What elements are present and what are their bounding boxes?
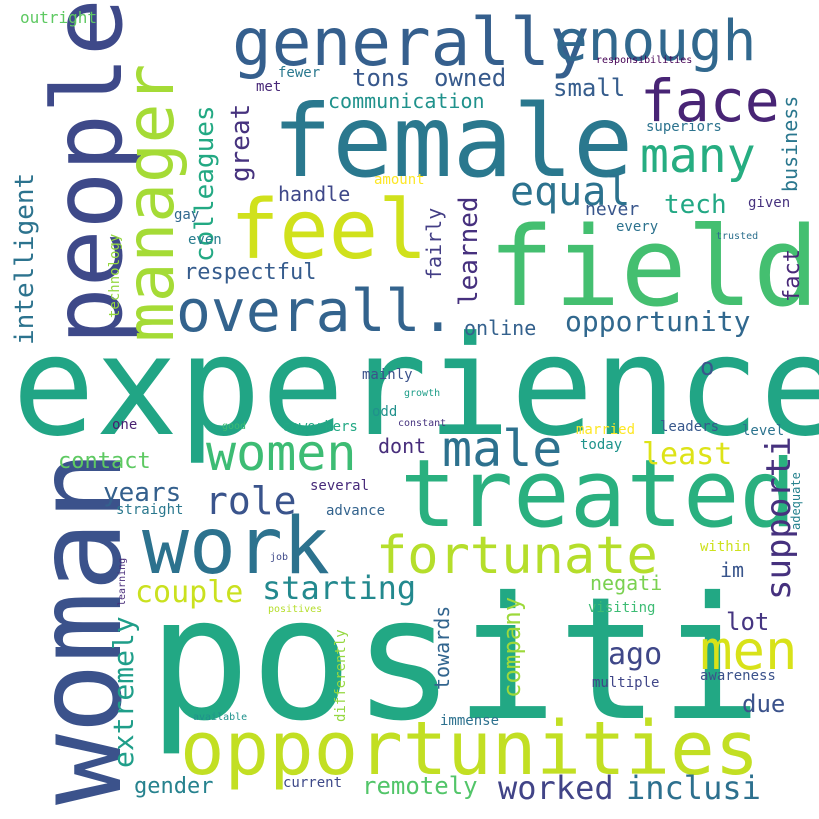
cloud-word: extremely (107, 616, 140, 768)
cloud-word: starting (262, 569, 417, 607)
cloud-word: handle (278, 182, 351, 206)
cloud-word: men (700, 619, 798, 682)
cloud-word: never (585, 199, 640, 220)
cloud-word: good (222, 421, 247, 432)
cloud-word: face (640, 67, 780, 135)
cloud-word: fewer (278, 65, 321, 81)
cloud-word: field (488, 203, 819, 331)
cloud-word: awareness (700, 668, 776, 684)
cloud-word: years (103, 478, 182, 508)
cloud-word: work (142, 502, 330, 592)
cloud-word: ago (608, 637, 663, 672)
cloud-word: owned (434, 64, 507, 92)
cloud-word: available (193, 712, 248, 723)
cloud-word: outright (20, 8, 98, 27)
cloud-word: women (206, 424, 357, 482)
cloud-word: great (226, 103, 256, 182)
cloud-word: equal (510, 169, 631, 215)
cloud-word: opportunities (180, 706, 760, 792)
cloud-word: communication (328, 89, 485, 113)
cloud-word: coworkers (282, 419, 358, 435)
cloud-word: several (310, 478, 370, 494)
cloud-word: odd (372, 404, 398, 420)
cloud-word: generally (232, 4, 590, 81)
cloud-word: advance (326, 503, 386, 519)
cloud-word: remotely (362, 772, 478, 800)
cloud-word: o (700, 353, 715, 381)
cloud-word: mainly (362, 367, 413, 383)
cloud-word: overall. (176, 277, 456, 345)
cloud-word: enough (554, 9, 757, 74)
cloud-word: business (778, 95, 802, 192)
cloud-word: met (256, 79, 282, 95)
cloud-word: respectful (184, 260, 317, 285)
cloud-word: amount (374, 172, 425, 188)
cloud-word: current (283, 775, 343, 791)
cloud-word: many (640, 128, 756, 184)
cloud-word: visiting (588, 600, 656, 616)
cloud-word: fact (780, 249, 805, 302)
cloud-word: even (188, 232, 222, 248)
cloud-word: every (616, 219, 659, 235)
cloud-word: due (742, 690, 786, 718)
cloud-word: worked (498, 769, 614, 807)
cloud-word: lot (726, 608, 770, 636)
cloud-word: straight (116, 502, 184, 518)
cloud-word: manager (112, 63, 189, 342)
cloud-word: dont (378, 434, 427, 458)
cloud-word: online (464, 316, 537, 340)
cloud-word: feel (230, 183, 428, 278)
cloud-word: contact (58, 449, 151, 474)
cloud-word: couple (135, 575, 244, 610)
cloud-word: multiple (592, 675, 660, 691)
cloud-word: today (580, 437, 623, 453)
cloud-word: trusted (716, 231, 759, 242)
cloud-word: least (642, 437, 733, 472)
cloud-word: treated (400, 440, 797, 549)
cloud-word: male (442, 420, 563, 478)
cloud-word: fortunate (376, 526, 658, 586)
cloud-word: technology (107, 233, 123, 318)
cloud-word: inclusi (626, 769, 761, 807)
cloud-word: superiors (646, 119, 722, 135)
cloud-word: positi (148, 561, 763, 759)
cloud-word: fairly (422, 207, 446, 280)
cloud-word: positives (268, 604, 323, 615)
cloud-word: leaders (660, 419, 720, 435)
cloud-word: constant (398, 418, 447, 429)
cloud-word: gender (134, 774, 214, 799)
cloud-word: responsibilities (596, 55, 693, 66)
cloud-word: tech (664, 190, 727, 220)
cloud-word: immense (440, 713, 500, 729)
cloud-word: im (720, 558, 745, 582)
cloud-word: differently (333, 629, 349, 722)
cloud-word: level (742, 423, 785, 439)
cloud-word: small (553, 74, 626, 102)
cloud-word: towards (430, 605, 454, 690)
cloud-word: female (272, 83, 634, 200)
cloud-word: one (112, 417, 138, 433)
cloud-word: experience (12, 306, 819, 467)
cloud-word: within (700, 539, 751, 555)
cloud-word: growth (404, 388, 441, 399)
cloud-word: job (270, 552, 289, 563)
cloud-word: learned (454, 196, 484, 306)
cloud-word: learning (117, 557, 128, 606)
cloud-word: negati (590, 571, 663, 595)
cloud-word: company (498, 596, 526, 698)
cloud-word: adequate (789, 472, 803, 530)
cloud-word: role (205, 479, 297, 523)
cloud-word: gay (174, 207, 200, 223)
cloud-word: intelligent (10, 172, 40, 345)
cloud-word: given (748, 195, 791, 211)
cloud-word: tons (352, 64, 410, 92)
cloud-word: married (576, 422, 636, 438)
cloud-word: opportunity (565, 305, 751, 338)
